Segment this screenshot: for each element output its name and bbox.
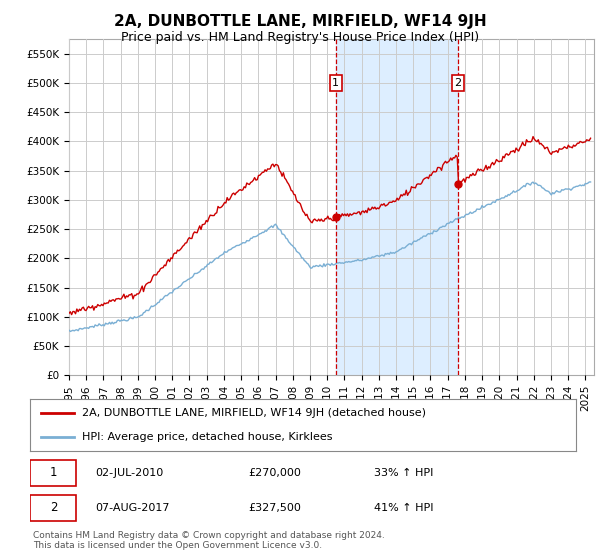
FancyBboxPatch shape [30, 495, 76, 521]
FancyBboxPatch shape [30, 460, 76, 486]
Text: 07-AUG-2017: 07-AUG-2017 [95, 503, 170, 513]
Text: 41% ↑ HPI: 41% ↑ HPI [374, 503, 433, 513]
Text: 2: 2 [50, 501, 57, 515]
Text: 02-JUL-2010: 02-JUL-2010 [95, 468, 164, 478]
Text: HPI: Average price, detached house, Kirklees: HPI: Average price, detached house, Kirk… [82, 432, 332, 442]
Text: 33% ↑ HPI: 33% ↑ HPI [374, 468, 433, 478]
Text: 2A, DUNBOTTLE LANE, MIRFIELD, WF14 9JH (detached house): 2A, DUNBOTTLE LANE, MIRFIELD, WF14 9JH (… [82, 408, 426, 418]
Text: 2A, DUNBOTTLE LANE, MIRFIELD, WF14 9JH: 2A, DUNBOTTLE LANE, MIRFIELD, WF14 9JH [113, 14, 487, 29]
Text: £327,500: £327,500 [248, 503, 301, 513]
Text: 1: 1 [332, 78, 340, 88]
Text: 2: 2 [454, 78, 461, 88]
Text: Contains HM Land Registry data © Crown copyright and database right 2024.
This d: Contains HM Land Registry data © Crown c… [33, 531, 385, 550]
Bar [336, 39, 458, 375]
Text: Price paid vs. HM Land Registry's House Price Index (HPI): Price paid vs. HM Land Registry's House … [121, 31, 479, 44]
Text: 1: 1 [50, 466, 57, 479]
Text: £270,000: £270,000 [248, 468, 301, 478]
